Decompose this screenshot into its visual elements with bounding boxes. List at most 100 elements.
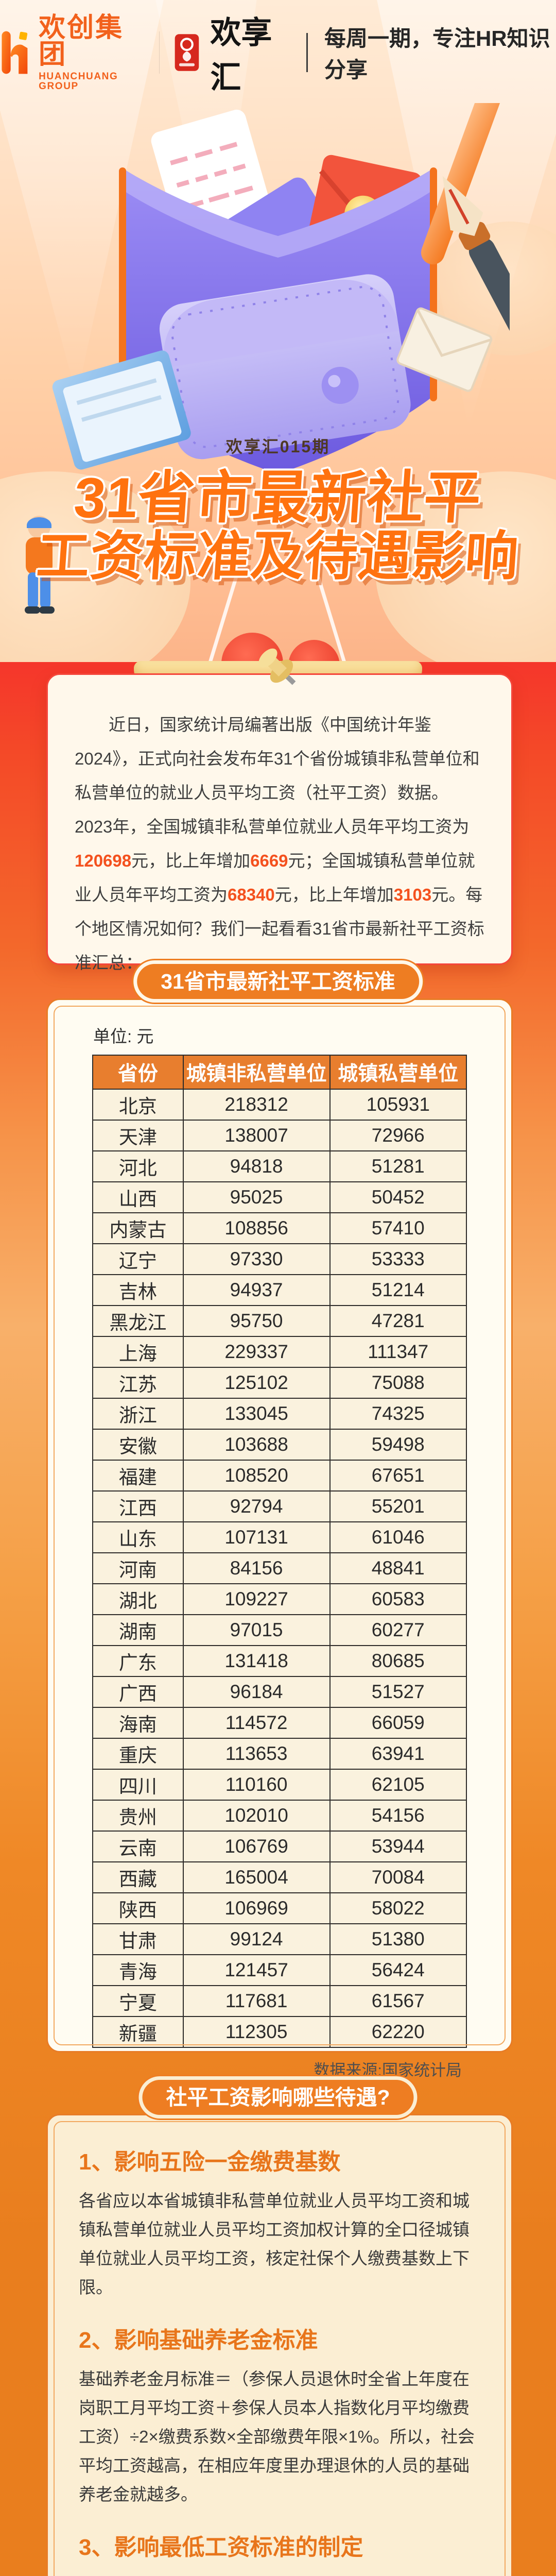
data-source-note: 数据来源:国家统计局 xyxy=(314,2061,462,2079)
province-cell: 山东 xyxy=(92,1521,184,1553)
table-row: 新疆 112305 62220 xyxy=(92,2016,467,2048)
intro-text-segment: 元；全国城镇私营单位就业人员年平均工资为 xyxy=(75,851,475,904)
wage-value-cell: 58022 xyxy=(329,1892,467,1924)
wage-value-cell: 96184 xyxy=(182,1676,331,1708)
fountain-pen-shape xyxy=(442,176,510,378)
wage-value-cell: 66059 xyxy=(329,1707,467,1739)
intro-text-segment: 元，比上年增加 xyxy=(131,851,251,870)
wage-value-cell: 229337 xyxy=(182,1336,331,1368)
wage-value-cell: 133045 xyxy=(182,1398,331,1430)
group-name: 欢创集团 xyxy=(39,12,124,70)
table-row: 四川 110160 62105 xyxy=(92,1769,467,1801)
highlight-number: 6669 xyxy=(250,851,288,870)
province-cell: 湖南 xyxy=(92,1614,184,1646)
table-row: 江西 92794 55201 xyxy=(92,1490,467,1522)
table-row: 宁夏 117681 61567 xyxy=(92,1985,467,2017)
impact-body-text: 基础养老金月标准＝（参保人员退休时全省上年度在岗职工月平均工资＋参保人员本人指数… xyxy=(79,2369,475,2504)
column-header: 城镇非私营单位 xyxy=(182,1055,331,1090)
province-cell: 吉林 xyxy=(92,1274,184,1306)
wage-value-cell: 72966 xyxy=(329,1120,467,1151)
table-row: 陕西 106969 58022 xyxy=(92,1892,467,1924)
wage-value-cell: 53333 xyxy=(329,1243,467,1275)
wage-value-cell: 92794 xyxy=(182,1490,331,1522)
table-row: 青海 121457 56424 xyxy=(92,1954,467,1986)
highlight-number: 3103 xyxy=(393,885,432,904)
pushpin-icon xyxy=(258,648,296,685)
wage-value-cell: 74325 xyxy=(329,1398,467,1430)
province-cell: 江西 xyxy=(92,1490,184,1522)
province-cell: 浙江 xyxy=(92,1398,184,1430)
wage-value-cell: 51214 xyxy=(329,1274,467,1306)
province-cell: 内蒙古 xyxy=(92,1212,184,1244)
wage-table-head: 省份 城镇非私营单位 城镇私营单位 xyxy=(92,1055,467,1090)
divider xyxy=(306,33,308,72)
wage-value-cell: 60277 xyxy=(329,1614,467,1646)
table-row: 福建 108520 67651 xyxy=(92,1460,467,1492)
wage-value-cell: 54156 xyxy=(329,1800,467,1832)
pen-shape xyxy=(421,103,507,265)
table-row: 广西 96184 51527 xyxy=(92,1676,467,1708)
impact-item: 2、影响基础养老金标准基础养老金月标准＝（参保人员退休时全省上年度在岗职工月平均… xyxy=(79,2321,480,2509)
table-row: 辽宁 97330 53333 xyxy=(92,1243,467,1275)
impact-section-badge: 社平工资影响哪些待遇? xyxy=(142,2080,414,2115)
highlight-number: 68340 xyxy=(228,885,275,904)
table-row: 湖南 97015 60277 xyxy=(92,1614,467,1646)
wage-value-cell: 95750 xyxy=(182,1305,331,1337)
wage-table-body: 北京 218312 105931 天津 138007 72966 河北 94818 51281 山… xyxy=(92,1089,467,2048)
province-cell: 新疆 xyxy=(92,2016,184,2048)
table-row: 云南 106769 53944 xyxy=(92,1831,467,1862)
group-name-en: HUANCHUANG GROUP xyxy=(39,71,118,92)
intro-text-segment: 近日，国家统计局编著出版《中国统计年鉴2024》，正式向社会发布年31个省份城镇… xyxy=(75,715,480,836)
wage-value-cell: 51527 xyxy=(329,1676,467,1708)
province-cell: 海南 xyxy=(92,1707,184,1739)
table-row: 安徽 103688 59498 xyxy=(92,1429,467,1461)
unit-label: 单位: 元 xyxy=(93,1027,154,1046)
wage-value-cell: 47281 xyxy=(329,1305,467,1337)
table-row: 天津 138007 72966 xyxy=(92,1120,467,1151)
wage-value-cell: 51380 xyxy=(329,1923,467,1955)
wage-value-cell: 56424 xyxy=(329,1954,467,1986)
province-cell: 贵州 xyxy=(92,1800,184,1832)
province-cell: 北京 xyxy=(92,1089,184,1121)
intro-text-segment: 元，比上年增加 xyxy=(274,885,394,904)
wage-value-cell: 105931 xyxy=(329,1089,467,1121)
wage-value-cell: 70084 xyxy=(329,1861,467,1893)
hero-section: 1234 ¥ ¥ xyxy=(0,0,556,662)
brand-tagline: 每周一期，专注HR知识分享 xyxy=(324,26,550,82)
wage-value-cell: 97015 xyxy=(182,1614,331,1646)
wage-value-cell: 165004 xyxy=(182,1861,331,1893)
table-row: 河南 84156 48841 xyxy=(92,1552,467,1584)
province-cell: 西藏 xyxy=(92,1861,184,1893)
wage-value-cell: 138007 xyxy=(182,1120,331,1151)
header-row: 省份 城镇非私营单位 城镇私营单位 xyxy=(92,1055,467,1090)
wage-value-cell: 53944 xyxy=(329,1831,467,1862)
intro-text-segment: 元。每个地区情况如何？我们一起看看31省市最新社平工资标准汇总： xyxy=(75,885,484,972)
wage-value-cell: 62105 xyxy=(329,1769,467,1801)
wage-value-cell: 125102 xyxy=(182,1367,331,1399)
province-cell: 四川 xyxy=(92,1769,184,1801)
top-brand-bar: 欢创集团 HUANCHUANG GROUP 欢享汇 每周一期，专注HR知识分享 xyxy=(0,14,556,96)
table-section-badge: 31省市最新社平工资标准 xyxy=(137,964,419,999)
hero-illustration: 1234 ¥ ¥ xyxy=(52,103,510,474)
province-cell: 山西 xyxy=(92,1181,184,1213)
impact-list: 1、影响五险一金缴费基数 各省应以本省城镇非私营单位就业人员平均工资和城镇私营单位… xyxy=(48,2115,511,2576)
table-row: 浙江 133045 74325 xyxy=(92,1398,467,1430)
wage-value-cell: 50452 xyxy=(329,1181,467,1213)
wage-value-cell: 106969 xyxy=(182,1892,331,1924)
province-cell: 上海 xyxy=(92,1336,184,1368)
wage-value-cell: 108520 xyxy=(182,1460,331,1492)
impact-title: 2、影响基础养老金标准 xyxy=(79,2328,318,2353)
province-cell: 天津 xyxy=(92,1120,184,1151)
intro-card: 近日，国家统计局编著出版《中国统计年鉴2024》，正式向社会发布年31个省份城镇… xyxy=(46,673,513,972)
wage-value-cell: 60583 xyxy=(329,1583,467,1615)
wage-value-cell: 51281 xyxy=(329,1150,467,1182)
wage-table: 省份 城镇非私营单位 城镇私营单位 北京 218312 105931 天津 138007 72… xyxy=(92,1055,467,2048)
wage-value-cell: 107131 xyxy=(182,1521,331,1553)
table-row: 重庆 113653 63941 xyxy=(92,1738,467,1770)
province-cell: 河南 xyxy=(92,1552,184,1584)
impact-item: 3、影响最低工资标准的制定在制定最低工资标准时，政府会考虑社平工资水平，以确保最… xyxy=(79,2529,480,2576)
main-title-line2: 工资标准及待遇影响 xyxy=(34,527,521,586)
impact-body-text: 在制定最低工资标准时，政府会考虑社平工资水平，以确保最低工资能够满足劳动者的基本… xyxy=(79,2572,480,2576)
wage-value-cell: 59498 xyxy=(329,1429,467,1461)
huanxianghui-seal-icon xyxy=(175,34,199,71)
